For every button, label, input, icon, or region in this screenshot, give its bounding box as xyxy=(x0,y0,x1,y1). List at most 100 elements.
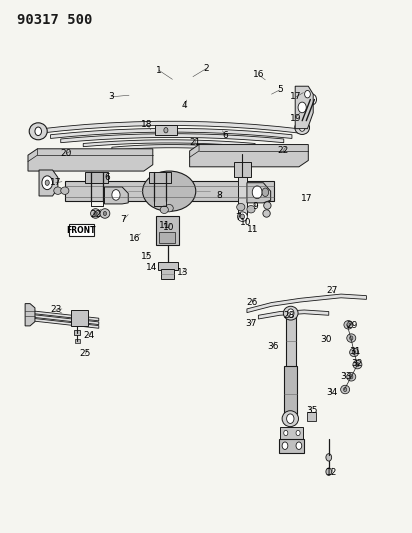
Text: 18: 18 xyxy=(141,120,152,129)
Bar xyxy=(238,177,247,215)
Polygon shape xyxy=(105,187,128,204)
Circle shape xyxy=(35,127,42,135)
Text: 8: 8 xyxy=(217,191,222,200)
Ellipse shape xyxy=(347,334,356,342)
Circle shape xyxy=(298,102,306,113)
Bar xyxy=(158,262,178,270)
Text: 34: 34 xyxy=(326,387,338,397)
Text: 17: 17 xyxy=(50,178,61,187)
Text: 10: 10 xyxy=(163,223,174,232)
Polygon shape xyxy=(38,122,302,133)
Text: 33: 33 xyxy=(341,372,352,381)
Text: 22: 22 xyxy=(90,210,101,219)
Text: 37: 37 xyxy=(245,319,257,328)
Polygon shape xyxy=(39,170,58,196)
Bar xyxy=(74,330,80,335)
Text: 20: 20 xyxy=(61,149,72,158)
Text: 21: 21 xyxy=(189,139,201,148)
Ellipse shape xyxy=(282,411,298,426)
Circle shape xyxy=(252,186,262,199)
Text: 15: 15 xyxy=(141,253,152,262)
Circle shape xyxy=(356,362,359,367)
Text: 14: 14 xyxy=(146,263,158,272)
Ellipse shape xyxy=(350,348,358,357)
Bar xyxy=(284,366,297,416)
Text: 11: 11 xyxy=(247,225,259,234)
Bar xyxy=(234,161,251,177)
Ellipse shape xyxy=(344,320,353,329)
Ellipse shape xyxy=(341,385,350,394)
Bar xyxy=(85,172,108,183)
Bar xyxy=(156,216,178,245)
Ellipse shape xyxy=(283,306,298,320)
Text: 28: 28 xyxy=(283,311,295,320)
Bar xyxy=(75,339,80,343)
Ellipse shape xyxy=(61,187,69,195)
Circle shape xyxy=(164,127,168,133)
Text: 32: 32 xyxy=(352,359,363,367)
Bar xyxy=(279,439,304,453)
Bar xyxy=(286,314,296,367)
Bar xyxy=(149,172,171,183)
Text: 90317 500: 90317 500 xyxy=(17,13,92,27)
Bar xyxy=(159,232,176,243)
Circle shape xyxy=(300,115,308,126)
Circle shape xyxy=(296,430,300,435)
Polygon shape xyxy=(51,128,292,139)
Circle shape xyxy=(240,214,244,219)
Circle shape xyxy=(45,180,49,185)
Text: 6: 6 xyxy=(104,173,110,182)
Text: 25: 25 xyxy=(80,350,91,359)
Text: 1: 1 xyxy=(156,66,162,75)
Text: FRONT: FRONT xyxy=(66,226,96,235)
Text: 35: 35 xyxy=(306,406,317,415)
Text: 17: 17 xyxy=(300,194,312,203)
Circle shape xyxy=(344,387,347,392)
Circle shape xyxy=(326,454,332,461)
Circle shape xyxy=(350,375,353,379)
Circle shape xyxy=(262,188,269,197)
Ellipse shape xyxy=(236,204,245,211)
Bar xyxy=(69,224,94,236)
Text: 27: 27 xyxy=(326,286,338,295)
Circle shape xyxy=(112,190,120,200)
Circle shape xyxy=(308,94,316,105)
Polygon shape xyxy=(27,318,99,328)
Text: 16: 16 xyxy=(129,234,140,243)
Circle shape xyxy=(103,212,107,216)
Text: 12: 12 xyxy=(326,468,338,477)
Circle shape xyxy=(304,91,310,98)
Bar xyxy=(65,181,274,201)
Text: 19: 19 xyxy=(290,114,301,123)
Circle shape xyxy=(350,336,353,340)
Text: 16: 16 xyxy=(253,70,264,79)
Circle shape xyxy=(288,309,294,317)
Text: 30: 30 xyxy=(320,335,332,344)
Ellipse shape xyxy=(143,171,196,212)
Polygon shape xyxy=(295,86,313,128)
Circle shape xyxy=(282,442,288,449)
Text: 2: 2 xyxy=(203,64,209,73)
Text: 5: 5 xyxy=(277,85,283,94)
Text: 7: 7 xyxy=(120,215,126,224)
Text: 4: 4 xyxy=(182,101,187,110)
Circle shape xyxy=(284,430,288,435)
Polygon shape xyxy=(27,314,99,325)
Ellipse shape xyxy=(165,205,173,212)
Text: 11: 11 xyxy=(159,221,170,230)
Bar xyxy=(155,125,177,135)
Ellipse shape xyxy=(263,210,270,217)
Circle shape xyxy=(299,124,305,131)
Circle shape xyxy=(347,322,350,327)
Bar xyxy=(307,412,316,421)
Circle shape xyxy=(94,212,97,216)
Text: 17: 17 xyxy=(290,92,302,101)
Bar xyxy=(281,426,303,440)
Text: 36: 36 xyxy=(268,342,279,351)
Ellipse shape xyxy=(264,202,271,209)
Ellipse shape xyxy=(91,209,101,218)
Text: 7: 7 xyxy=(235,213,241,222)
Text: 23: 23 xyxy=(50,305,61,314)
Polygon shape xyxy=(247,294,366,313)
Text: 9: 9 xyxy=(252,202,258,211)
